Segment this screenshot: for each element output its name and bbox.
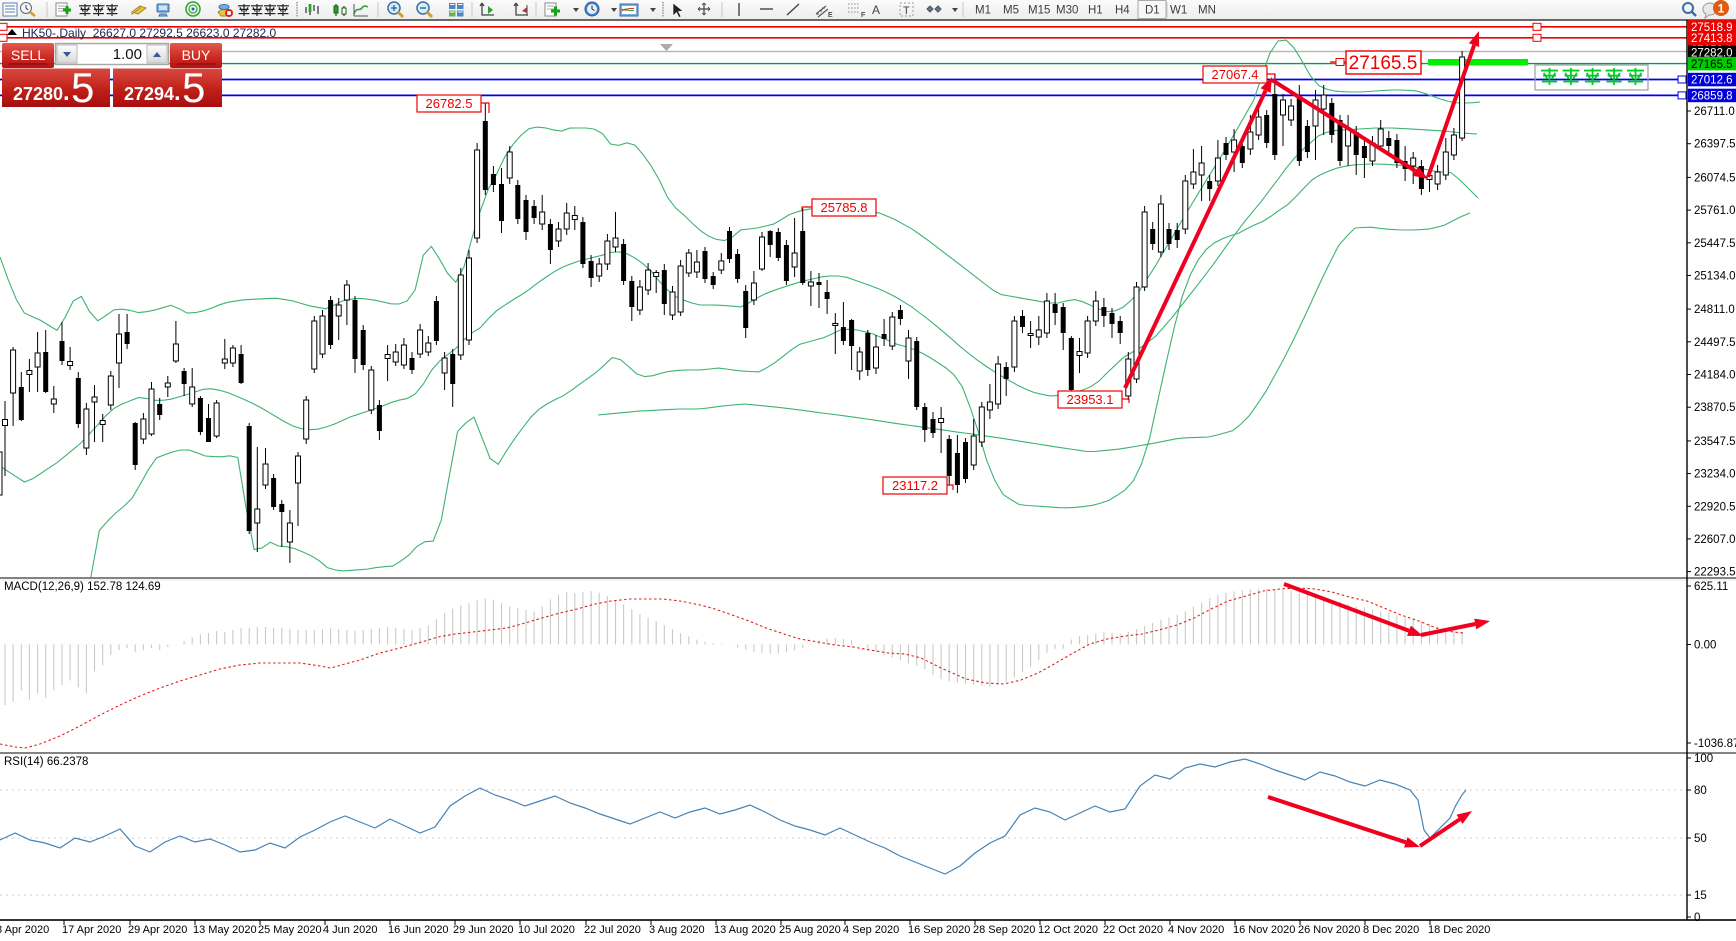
svg-text:25134.0: 25134.0 (1694, 270, 1736, 282)
svg-text:23234.0: 23234.0 (1694, 469, 1736, 481)
svg-text:22920.5: 22920.5 (1694, 501, 1736, 513)
svg-text:3 Aug 2020: 3 Aug 2020 (649, 924, 705, 936)
svg-text:T: T (903, 5, 910, 17)
svg-text:27413.8: 27413.8 (1691, 33, 1733, 45)
svg-text:15: 15 (1694, 890, 1707, 902)
svg-text:29 Apr 2020: 29 Apr 2020 (128, 924, 187, 936)
svg-text:4 Nov 2020: 4 Nov 2020 (1168, 924, 1224, 936)
svg-text:22293.5: 22293.5 (1694, 567, 1736, 579)
svg-text:H4: H4 (1115, 5, 1130, 17)
svg-text:25785.8: 25785.8 (821, 200, 868, 215)
svg-text:27165.5: 27165.5 (1691, 59, 1733, 71)
svg-text:0: 0 (1694, 912, 1700, 924)
svg-text:M30: M30 (1056, 5, 1078, 17)
svg-text:W1: W1 (1170, 5, 1187, 17)
svg-text:26782.5: 26782.5 (426, 96, 473, 111)
svg-text:-1036.87: -1036.87 (1694, 738, 1736, 750)
svg-text:23870.5: 23870.5 (1694, 402, 1736, 414)
svg-text:4 Jun 2020: 4 Jun 2020 (323, 924, 377, 936)
svg-text:22 Oct 2020: 22 Oct 2020 (1103, 924, 1163, 936)
svg-text:HK50-,Daily 26627.0 27292.5 2: HK50-,Daily 26627.0 27292.5 26623.0 2728… (22, 26, 277, 40)
svg-text:M15: M15 (1028, 5, 1050, 17)
svg-text:SELL: SELL (11, 47, 45, 63)
svg-text:13 May 2020: 13 May 2020 (193, 924, 257, 936)
svg-text:BUY: BUY (182, 47, 211, 63)
svg-text:8 Dec 2020: 8 Dec 2020 (1363, 924, 1419, 936)
svg-text:18 Dec 2020: 18 Dec 2020 (1428, 924, 1490, 936)
svg-text:10 Jul 2020: 10 Jul 2020 (518, 924, 575, 936)
svg-text:27280: 27280 (13, 84, 63, 104)
svg-text:24184.0: 24184.0 (1694, 370, 1736, 382)
svg-text:4 Sep 2020: 4 Sep 2020 (843, 924, 899, 936)
svg-text:M5: M5 (1003, 5, 1019, 17)
svg-text:27282.0: 27282.0 (1691, 47, 1733, 59)
svg-text:23117.2: 23117.2 (892, 478, 938, 493)
svg-text:.: . (63, 79, 70, 106)
svg-text:23953.1: 23953.1 (1067, 392, 1114, 407)
svg-text:MN: MN (1198, 5, 1216, 17)
svg-text:25 May 2020: 25 May 2020 (258, 924, 322, 936)
svg-text:17 Apr 2020: 17 Apr 2020 (62, 924, 121, 936)
svg-text:E: E (828, 12, 833, 19)
svg-text:25447.5: 25447.5 (1694, 238, 1736, 250)
svg-text:8 Apr 2020: 8 Apr 2020 (0, 924, 49, 936)
svg-text:16 Nov 2020: 16 Nov 2020 (1233, 924, 1295, 936)
svg-text:H1: H1 (1088, 5, 1103, 17)
svg-text:26859.8: 26859.8 (1691, 91, 1733, 103)
svg-text:22 Jul 2020: 22 Jul 2020 (584, 924, 641, 936)
svg-text:26 Nov 2020: 26 Nov 2020 (1298, 924, 1360, 936)
svg-text:23547.5: 23547.5 (1694, 436, 1736, 448)
svg-text:24497.5: 24497.5 (1694, 337, 1736, 349)
svg-text:M1: M1 (975, 5, 991, 17)
svg-text:22607.0: 22607.0 (1694, 534, 1736, 546)
svg-text:MACD(12,26,9) 152.78 124.69: MACD(12,26,9) 152.78 124.69 (4, 581, 161, 593)
svg-text:D1: D1 (1145, 5, 1160, 17)
svg-text:29 Jun 2020: 29 Jun 2020 (453, 924, 514, 936)
svg-text:16 Jun 2020: 16 Jun 2020 (388, 924, 449, 936)
svg-text:24811.0: 24811.0 (1694, 304, 1735, 316)
svg-text:F: F (861, 12, 865, 19)
svg-text:0.00: 0.00 (1694, 640, 1716, 652)
svg-text:16 Sep 2020: 16 Sep 2020 (908, 924, 970, 936)
svg-text:27012.6: 27012.6 (1691, 75, 1733, 87)
svg-text:28 Sep 2020: 28 Sep 2020 (973, 924, 1035, 936)
svg-text:12 Oct 2020: 12 Oct 2020 (1038, 924, 1098, 936)
svg-text:25761.0: 25761.0 (1694, 205, 1736, 217)
svg-text:80: 80 (1694, 785, 1707, 797)
svg-text:13 Aug 2020: 13 Aug 2020 (714, 924, 776, 936)
svg-text:RSI(14) 66.2378: RSI(14) 66.2378 (4, 756, 88, 768)
svg-text:100: 100 (1694, 753, 1713, 765)
svg-text:26397.5: 26397.5 (1694, 139, 1736, 151)
svg-text:25 Aug 2020: 25 Aug 2020 (779, 924, 841, 936)
svg-text:1: 1 (1718, 2, 1725, 16)
svg-text:26711.0: 26711.0 (1694, 106, 1735, 118)
svg-text:5: 5 (182, 64, 205, 111)
svg-text:27294: 27294 (124, 84, 174, 104)
svg-text:27165.5: 27165.5 (1349, 53, 1418, 74)
svg-text:26074.5: 26074.5 (1694, 172, 1736, 184)
svg-text:.: . (174, 79, 181, 106)
svg-text:50: 50 (1694, 833, 1707, 845)
svg-text:27067.4: 27067.4 (1212, 67, 1259, 82)
svg-text:625.11: 625.11 (1694, 581, 1728, 593)
svg-text:1.00: 1.00 (113, 46, 142, 63)
svg-text:5: 5 (71, 64, 94, 111)
svg-text:A: A (872, 3, 880, 17)
